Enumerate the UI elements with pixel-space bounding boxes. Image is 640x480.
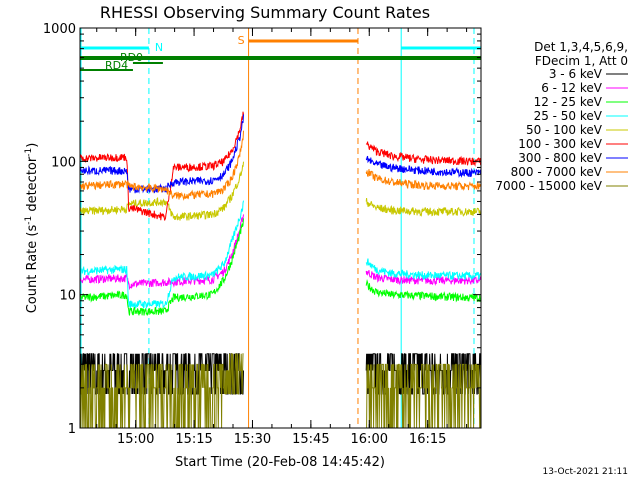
series-line: [79, 353, 244, 429]
y-tick-label: 100: [51, 155, 76, 170]
night-label: N: [155, 41, 163, 54]
rd4-label: RD4: [105, 59, 128, 72]
x-tick-label: 16:00: [351, 432, 388, 447]
legend: Det 1,3,4,5,6,9, FDecim 1, Att 0 3 - 6 k…: [495, 40, 628, 193]
legend-entry-label: 800 - 7000 keV: [511, 165, 603, 179]
x-tick-label: 15:45: [292, 432, 329, 447]
series-line: [79, 114, 244, 194]
y-axis-label-part-2: detector: [25, 156, 40, 216]
axes: 1 10 100 1000 15:00 15:15 15:30 15:45 16:00 16:15: [43, 22, 481, 447]
series-line: [79, 111, 244, 221]
series-line: [365, 155, 482, 178]
legend-entry-label: 300 - 800 keV: [518, 151, 602, 165]
series-line: [366, 363, 482, 429]
series-line: [79, 161, 244, 221]
y-tick-label: 1000: [43, 22, 76, 37]
series-line: [79, 200, 244, 310]
series-line: [365, 198, 482, 217]
timestamp: 13-Oct-2021 21:11: [543, 467, 628, 477]
legend-header-line-1: Det 1,3,4,5,6,9,: [534, 40, 628, 54]
series-line: [365, 279, 482, 303]
legend-entry-label: 50 - 100 keV: [526, 123, 603, 137]
x-tick-label: 16:15: [409, 432, 446, 447]
y-axis-label-part-3: ): [25, 143, 40, 148]
series-line: [365, 258, 482, 281]
series-line: [365, 141, 482, 167]
y-tick-label: 10: [59, 289, 76, 304]
saa-label: S: [238, 34, 245, 47]
y-axis-label-sup-2: -1: [24, 148, 34, 157]
legend-entry-label: 100 - 300 keV: [518, 137, 602, 151]
x-axis-label: Start Time (20-Feb-08 14:45:42): [175, 455, 385, 470]
chart-title: RHESSI Observing Summary Count Rates: [100, 3, 430, 22]
x-tick-label: 15:30: [234, 432, 271, 447]
legend-entry-label: 3 - 6 keV: [549, 67, 603, 81]
legend-header-line-2: FDecim 1, Att 0: [535, 54, 628, 68]
series-line: [79, 130, 244, 201]
legend-entry-label: 25 - 50 keV: [534, 109, 603, 123]
legend-entry-label: 12 - 25 keV: [534, 95, 603, 109]
x-tick-label: 15:00: [117, 432, 154, 447]
legend-entry-label: 6 - 12 keV: [541, 81, 603, 95]
y-axis-label: Count Rate (s-1 detector-1): [24, 143, 40, 314]
y-tick-label: 1: [68, 422, 76, 437]
series-line: [79, 218, 244, 316]
series-line: [365, 168, 482, 191]
rd0-label: RD0: [120, 51, 143, 64]
x-tick-label: 15:15: [175, 432, 212, 447]
y-axis-label-sup-1: -1: [24, 216, 34, 225]
series-line: [79, 214, 244, 291]
legend-entry-label: 7000 - 15000 keV: [495, 179, 602, 193]
y-axis-label-part-1: Count Rate (s: [25, 225, 40, 314]
plot-frame: [79, 27, 482, 429]
